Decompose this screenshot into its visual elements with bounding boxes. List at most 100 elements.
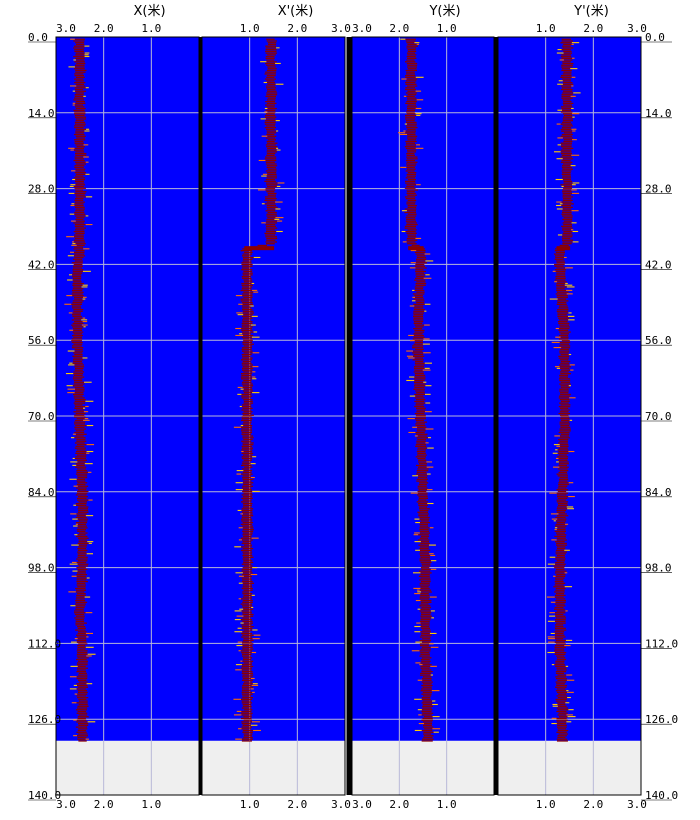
trace-segment: [560, 409, 570, 411]
trace-segment: [77, 534, 86, 536]
trace-segment: [265, 71, 277, 73]
trace-segment: [74, 225, 84, 228]
trace-segment: [76, 584, 86, 586]
trace-segment: [414, 329, 425, 331]
trace-spike: [554, 281, 558, 283]
trace-segment: [559, 331, 571, 333]
trace-segment: [266, 154, 275, 157]
trace-spike: [85, 400, 94, 402]
trace-segment: [71, 305, 81, 307]
trace-segment: [407, 149, 417, 151]
trace-segment: [416, 421, 427, 423]
trace-segment: [555, 593, 565, 595]
x-tick-label: 2.0: [583, 798, 603, 811]
trace-segment: [556, 655, 565, 657]
trace-segment: [266, 166, 276, 169]
trace-segment: [241, 464, 252, 467]
trace-segment: [240, 603, 252, 605]
trace-spike: [417, 591, 422, 593]
trace-segment: [265, 224, 276, 226]
trace-spike: [423, 338, 430, 340]
trace-segment: [77, 693, 88, 695]
trace-segment: [242, 482, 254, 484]
depth-label-left: 42.0: [28, 258, 55, 271]
trace-segment: [420, 601, 432, 604]
trace-segment: [241, 353, 252, 356]
trace-segment: [75, 601, 88, 604]
trace-segment: [72, 295, 84, 297]
trace-segment: [420, 530, 430, 532]
trace-segment: [242, 530, 254, 532]
trace-spike: [86, 655, 92, 657]
trace-segment: [556, 726, 567, 728]
trace-segment: [76, 641, 87, 643]
trace-spike: [414, 698, 422, 700]
trace-segment: [75, 42, 85, 44]
trace-segment: [76, 639, 87, 642]
trace-segment: [416, 440, 426, 442]
track-separator: [346, 37, 353, 795]
trace-segment: [418, 476, 428, 479]
trace-segment: [241, 651, 252, 654]
trace-segment: [266, 213, 277, 215]
trace-segment: [77, 705, 89, 707]
trace-spike: [261, 203, 265, 205]
trace-segment: [407, 172, 417, 174]
trace-spike: [429, 632, 437, 634]
trace-segment: [75, 622, 87, 624]
trace-segment: [422, 705, 434, 707]
trace-segment: [556, 532, 565, 534]
trace-segment: [421, 613, 431, 616]
trace-segment: [404, 187, 416, 189]
x-tick-label: 1.0: [536, 798, 556, 811]
trace-spike: [422, 369, 431, 371]
trace-segment: [562, 109, 572, 111]
trace-segment: [407, 64, 418, 66]
trace-segment: [561, 130, 573, 132]
trace-spike: [568, 385, 571, 387]
trace-segment: [240, 373, 252, 375]
trace-segment: [73, 329, 83, 331]
no-data-area: [352, 740, 494, 795]
trace-spike: [67, 350, 75, 352]
trace-segment: [417, 494, 428, 496]
trace-segment: [242, 293, 253, 295]
trace-segment: [415, 456, 426, 458]
trace-segment: [413, 307, 424, 309]
trace-segment: [243, 556, 254, 558]
trace-segment: [241, 568, 253, 571]
trace-spike: [430, 554, 436, 557]
trace-segment: [406, 165, 416, 167]
trace-segment: [422, 707, 432, 709]
trace-segment: [407, 194, 417, 196]
trace-spike: [415, 599, 421, 602]
trace-segment: [558, 378, 571, 380]
trace-segment: [417, 539, 430, 541]
trace-segment: [266, 146, 278, 148]
trace-segment: [413, 321, 424, 323]
trace-segment: [420, 541, 430, 543]
trace-segment: [75, 450, 87, 453]
trace-segment: [241, 624, 252, 626]
trace-segment: [556, 667, 567, 669]
trace-segment: [405, 40, 416, 42]
trace-segment: [75, 494, 87, 496]
trace-segment: [74, 381, 85, 383]
trace-segment: [416, 471, 427, 474]
trace-segment: [417, 487, 428, 489]
trace-segment: [240, 289, 253, 292]
trace-segment: [415, 282, 427, 285]
trace-spike: [566, 690, 569, 692]
trace-spike: [86, 424, 94, 427]
trace-segment: [555, 690, 567, 692]
trace-segment: [75, 83, 84, 85]
trace-segment: [562, 241, 573, 243]
trace-segment: [419, 589, 432, 591]
trace-spike: [554, 527, 558, 529]
trace-segment: [557, 490, 567, 493]
trace-segment: [554, 641, 565, 643]
trace-segment: [243, 575, 253, 578]
trace-spike: [402, 241, 407, 243]
trace-segment: [405, 142, 415, 144]
track-1: X(米)3.03.02.02.01.01.0: [55, 4, 200, 811]
